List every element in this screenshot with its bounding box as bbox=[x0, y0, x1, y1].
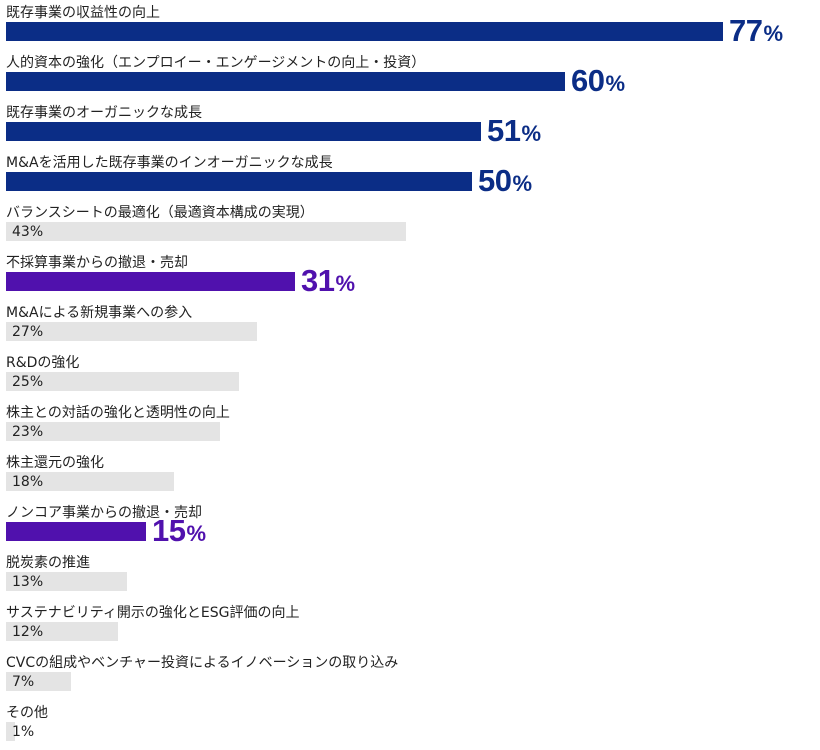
category-label: 人的資本の強化（エンプロイー・エンゲージメントの向上・投資） bbox=[6, 55, 426, 71]
value-label: 13% bbox=[12, 574, 44, 590]
bar bbox=[6, 472, 174, 491]
bar bbox=[6, 372, 239, 391]
bar bbox=[6, 572, 127, 591]
category-label: バランスシートの最適化（最適資本構成の実現） bbox=[6, 205, 314, 221]
bar bbox=[6, 422, 220, 441]
value-label: 77% bbox=[729, 13, 784, 48]
bar bbox=[6, 272, 295, 291]
bar bbox=[6, 622, 118, 641]
category-label: CVCの組成やベンチャー投資によるイノベーションの取り込み bbox=[6, 655, 399, 671]
bar bbox=[6, 322, 257, 341]
value-label: 12% bbox=[12, 624, 44, 640]
bar bbox=[6, 522, 146, 541]
value-label: 31% bbox=[301, 263, 356, 298]
value-label: 18% bbox=[12, 474, 44, 490]
value-label: 15% bbox=[152, 513, 207, 548]
value-label: 43% bbox=[12, 224, 44, 240]
category-label: 既存事業の収益性の向上 bbox=[6, 5, 160, 21]
bar bbox=[6, 672, 71, 691]
category-label: 既存事業のオーガニックな成長 bbox=[6, 105, 202, 121]
category-label: その他 bbox=[6, 705, 48, 721]
category-label: 株主還元の強化 bbox=[6, 455, 104, 471]
bar bbox=[6, 222, 406, 241]
category-label: M&Aによる新規事業への参入 bbox=[6, 305, 193, 321]
category-label: R&Dの強化 bbox=[6, 355, 80, 371]
value-label: 27% bbox=[12, 324, 44, 340]
bar bbox=[6, 72, 565, 91]
value-label: 51% bbox=[487, 113, 542, 148]
bar bbox=[6, 172, 472, 191]
bar bbox=[6, 722, 15, 741]
category-label: ノンコア事業からの撤退・売却 bbox=[6, 505, 202, 521]
value-label: 23% bbox=[12, 424, 44, 440]
value-label: 60% bbox=[571, 63, 626, 98]
category-label: 脱炭素の推進 bbox=[6, 555, 90, 571]
value-label: 50% bbox=[478, 163, 533, 198]
bar bbox=[6, 122, 481, 141]
value-label: 25% bbox=[12, 374, 44, 390]
value-label: 7% bbox=[12, 674, 35, 690]
bar bbox=[6, 22, 723, 41]
category-label: 株主との対話の強化と透明性の向上 bbox=[6, 405, 230, 421]
category-label: M&Aを活用した既存事業のインオーガニックな成長 bbox=[6, 155, 333, 171]
category-label: 不採算事業からの撤退・売却 bbox=[6, 255, 188, 271]
category-label: サステナビリティ開示の強化とESG評価の向上 bbox=[6, 605, 300, 621]
value-label: 1% bbox=[12, 724, 35, 740]
